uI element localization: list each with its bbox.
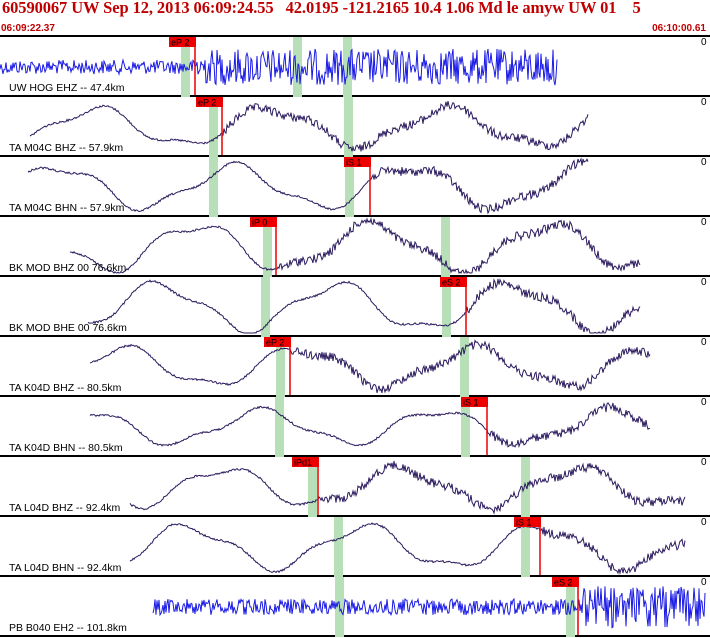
arrival-window xyxy=(521,457,530,517)
pick-label: eS 2 xyxy=(554,578,573,588)
arrival-window xyxy=(263,217,272,277)
station-label: UW HOG EHZ -- 47.4km xyxy=(9,82,125,94)
station-label: BK MOD BHZ 00 76.6km xyxy=(9,262,127,274)
window-end-time: 06:10:00.61 xyxy=(652,23,706,34)
arrival-window xyxy=(460,337,469,397)
amplitude-zero-label: 0 xyxy=(701,337,707,348)
arrival-window xyxy=(441,217,450,277)
pick-label: iPd1 xyxy=(294,458,312,468)
pick-flag[interactable] xyxy=(169,37,196,47)
waveform-svg: eS 2 xyxy=(87,277,641,337)
arrival-window xyxy=(209,97,218,157)
station-label: TA L04D BHN -- 92.4km xyxy=(9,562,122,574)
arrival-window xyxy=(308,457,317,517)
waveform-svg: iS 1 xyxy=(129,517,686,577)
waveform-trace xyxy=(152,586,706,629)
arrival-window xyxy=(461,397,470,457)
waveform-svg: eP 2 xyxy=(29,97,589,157)
station-label: TA M04C BHZ -- 57.9km xyxy=(9,142,124,154)
waveform-svg: eS 2 xyxy=(152,577,706,637)
station-label: TA L04D BHZ -- 92.4km xyxy=(9,502,121,514)
trace-panel[interactable]: iS 1 TA M04C BHN -- 57.9km 0 xyxy=(0,157,710,217)
trace-panel[interactable]: iP 0 BK MOD BHZ 00 76.6km 0 xyxy=(0,217,710,277)
amplitude-zero-label: 0 xyxy=(701,277,707,288)
trace-panel[interactable]: iPd1 TA L04D BHZ -- 92.4km 0 xyxy=(0,457,710,517)
waveform-svg: iS 1 xyxy=(89,397,651,457)
waveform-svg: iP 0 xyxy=(69,217,641,277)
pick-flag[interactable] xyxy=(196,97,223,107)
pick-label: iP 0 xyxy=(252,218,267,228)
waveform-trace xyxy=(87,278,641,334)
waveform-trace xyxy=(129,522,686,575)
waveform-trace xyxy=(29,100,589,152)
trace-panel[interactable]: eS 2 BK MOD BHE 00 76.6km 0 xyxy=(0,277,710,337)
pick-flag[interactable] xyxy=(461,397,488,407)
arrival-window xyxy=(521,517,530,577)
pick-label: eP 2 xyxy=(198,98,216,108)
amplitude-zero-label: 0 xyxy=(701,457,707,468)
waveform-trace xyxy=(69,217,641,275)
amplitude-zero-label: 0 xyxy=(701,97,707,108)
pick-label: eS 2 xyxy=(442,278,461,288)
station-label: TA M04C BHN -- 57.9km xyxy=(9,202,125,214)
pick-flag[interactable] xyxy=(344,157,371,167)
pick-label: iS 1 xyxy=(463,398,479,408)
amplitude-zero-label: 0 xyxy=(701,217,707,228)
pick-flag[interactable] xyxy=(552,577,579,587)
trace-panel[interactable]: eP 2 UW HOG EHZ -- 47.4km 0 xyxy=(0,37,710,97)
waveform-trace xyxy=(89,339,651,394)
waveform-svg: eP 2 xyxy=(89,337,651,397)
arrival-window xyxy=(209,157,218,217)
trace-panel[interactable]: eS 2 PB B040 EH2 -- 101.8km 0 xyxy=(0,577,710,637)
pick-label: eP 2 xyxy=(266,338,284,348)
amplitude-zero-label: 0 xyxy=(701,157,707,168)
arrival-window xyxy=(344,97,353,157)
pick-flag[interactable] xyxy=(250,217,277,227)
arrival-window xyxy=(334,517,343,577)
event-title: 60590067 UW Sep 12, 2013 06:09:24.55 42.… xyxy=(2,0,641,17)
arrival-window xyxy=(261,277,270,337)
arrival-window xyxy=(181,37,190,97)
pick-flag[interactable] xyxy=(514,517,541,527)
header-divider xyxy=(0,35,710,37)
trace-panel[interactable]: iS 1 TA K04D BHN -- 80.5km 0 xyxy=(0,397,710,457)
amplitude-zero-label: 0 xyxy=(701,517,707,528)
seismogram-panels[interactable]: eP 2 UW HOG EHZ -- 47.4km 0 eP 2 TA M04C BHZ… xyxy=(0,37,710,638)
waveform-svg: eP 2 xyxy=(0,37,558,97)
trace-panel[interactable]: iS 1 TA L04D BHN -- 92.4km 0 xyxy=(0,517,710,577)
pick-flag[interactable] xyxy=(292,457,319,467)
waveform-trace xyxy=(27,157,589,215)
event-header: 60590067 UW Sep 12, 2013 06:09:24.55 42.… xyxy=(0,0,710,37)
waveform-trace xyxy=(89,402,651,449)
waveform-svg: iPd1 xyxy=(129,457,686,517)
amplitude-zero-label: 0 xyxy=(701,37,707,48)
pick-flag[interactable] xyxy=(440,277,467,287)
station-label: TA K04D BHZ -- 80.5km xyxy=(9,382,122,394)
pick-flag[interactable] xyxy=(264,337,291,347)
arrival-window xyxy=(442,277,451,337)
arrival-window xyxy=(275,397,284,457)
station-label: BK MOD BHE 00 76.6km xyxy=(9,322,127,334)
waveform-trace xyxy=(0,48,558,86)
amplitude-zero-label: 0 xyxy=(701,397,707,408)
waveform-svg: iS 1 xyxy=(27,157,589,217)
trace-panel[interactable]: eP 2 TA M04C BHZ -- 57.9km 0 xyxy=(0,97,710,157)
station-label: TA K04D BHN -- 80.5km xyxy=(9,442,123,454)
station-label: PB B040 EH2 -- 101.8km xyxy=(9,622,127,634)
arrival-window xyxy=(345,157,354,217)
trace-panel[interactable]: eP 2 TA K04D BHZ -- 80.5km 0 xyxy=(0,337,710,397)
window-start-time: 06:09:22.37 xyxy=(1,23,55,34)
amplitude-zero-label: 0 xyxy=(701,577,707,588)
pick-label: iS 1 xyxy=(516,518,532,528)
arrival-window xyxy=(276,337,285,397)
waveform-trace xyxy=(129,460,686,515)
pick-label: eP 2 xyxy=(171,38,189,48)
pick-label: iS 1 xyxy=(346,158,362,168)
